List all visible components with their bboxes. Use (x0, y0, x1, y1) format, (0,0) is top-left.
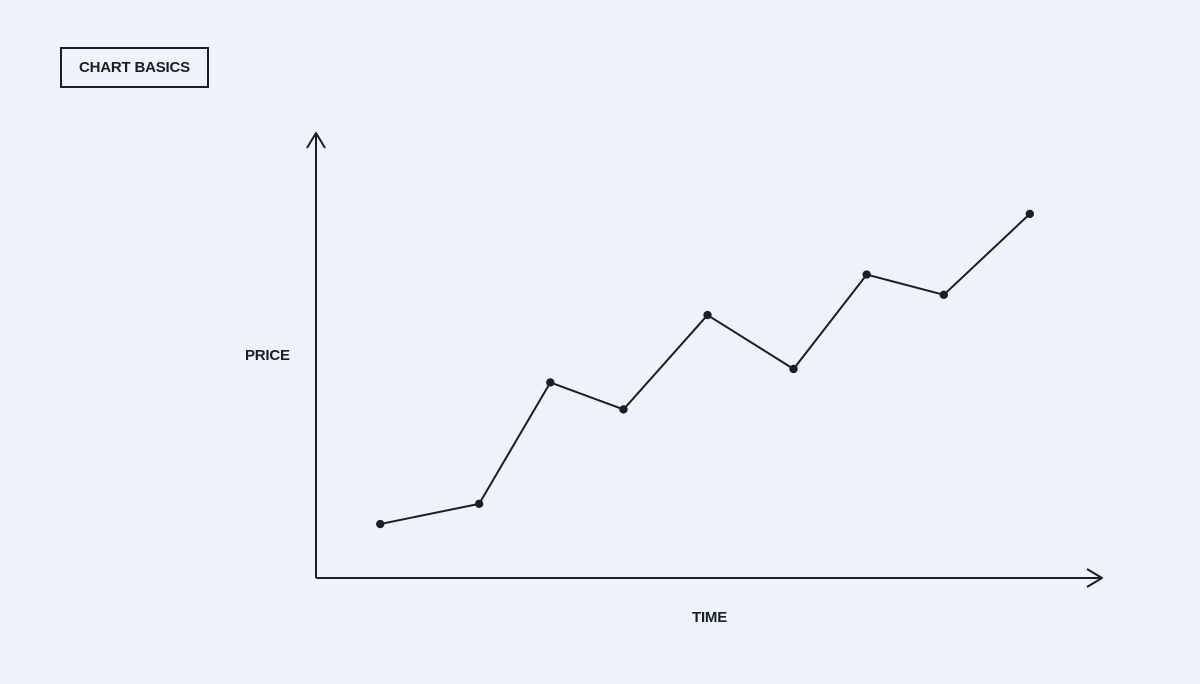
y-axis-arrow (306, 132, 326, 149)
data-point (703, 310, 712, 320)
data-point (862, 270, 871, 279)
data-point (376, 519, 385, 529)
series-line (380, 213, 1031, 526)
chart-title: CHART BASICS (60, 47, 209, 88)
data-point (619, 405, 628, 414)
y-axis-label: PRICE (245, 347, 290, 364)
data-point (546, 378, 555, 387)
x-axis-label: TIME (692, 609, 728, 626)
data-point (789, 364, 798, 374)
data-point (1025, 209, 1035, 219)
axes (306, 132, 1103, 588)
series-group (376, 209, 1035, 529)
data-point (474, 499, 484, 509)
data-point (939, 290, 949, 300)
x-axis-arrow (1086, 568, 1103, 588)
